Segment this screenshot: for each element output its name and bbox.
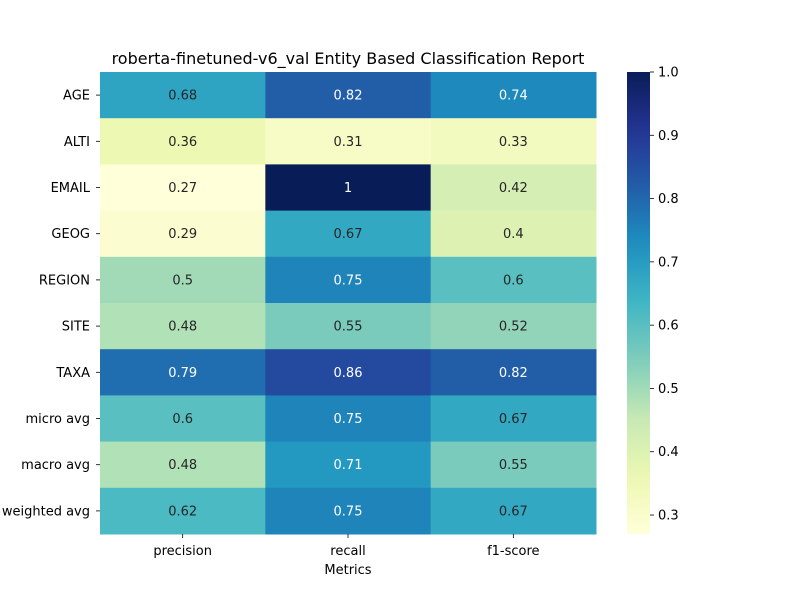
heatmap-cell: [265, 210, 432, 258]
row-label: macro avg: [21, 458, 90, 473]
cell-value-label: 0.48: [168, 320, 197, 335]
heatmap-cell: [430, 395, 597, 443]
column-tick-labels: precision recall f1-score: [153, 534, 540, 559]
cell-value-label: 0.75: [334, 412, 363, 427]
colorbar-tick-label: 1.0: [658, 66, 679, 81]
cell-value-label: 0.67: [499, 504, 528, 519]
heatmap-cell: [430, 441, 597, 489]
heatmap-cell: [430, 487, 597, 535]
cell-value-label: 0.68: [168, 89, 197, 104]
row-tick-labels: AGE ALTI EMAIL GEOG REGION SITE TAXA micro avg m…: [2, 89, 100, 519]
cell-value-label: 0.29: [168, 227, 197, 242]
heatmap-cell: [100, 72, 266, 119]
heatmap-cell: [430, 164, 597, 212]
row-label: micro avg: [26, 412, 90, 427]
row-label: ALTI: [64, 135, 90, 150]
heatmap-cell: [430, 72, 597, 119]
cell-value-label: 0.74: [499, 89, 528, 104]
heatmap-cell: [430, 349, 597, 396]
heatmap-cell: [265, 118, 432, 165]
cell-value-label: 0.75: [334, 273, 363, 288]
heatmap-cell: [100, 487, 266, 535]
colorbar: [627, 72, 650, 534]
row-label: GEOG: [51, 227, 90, 242]
column-label: precision: [153, 544, 212, 559]
heatmap-cell: [265, 256, 432, 304]
cell-value-label: 0.67: [334, 227, 363, 242]
x-axis-label: Metrics: [324, 563, 371, 578]
heatmap-cell: [430, 303, 597, 350]
column-label: f1-score: [487, 544, 539, 559]
heatmap-cell: [265, 164, 432, 212]
colorbar-tick-label: 0.3: [658, 509, 679, 524]
heatmap-cell: [100, 118, 266, 165]
heatmap-cell: [100, 164, 266, 212]
cell-value-label: 0.71: [334, 458, 363, 473]
cell-value-label: 0.27: [168, 181, 197, 196]
cell-value-label: 0.82: [499, 366, 528, 381]
colorbar-tick-label: 0.5: [658, 382, 679, 397]
heatmap-cell: [100, 441, 266, 489]
row-label: TAXA: [55, 366, 90, 381]
cell-value-label: 0.75: [334, 504, 363, 519]
row-label: EMAIL: [51, 181, 91, 196]
cell-value-label: 0.4: [503, 227, 524, 242]
cell-value-label: 0.55: [499, 458, 528, 473]
column-label: recall: [330, 544, 365, 559]
heatmap-cell: [265, 487, 432, 535]
cell-value-label: 0.52: [499, 320, 528, 335]
row-label: SITE: [62, 320, 90, 335]
heatmap-cell: [265, 349, 432, 396]
heatmap-cell: [265, 303, 432, 350]
cell-value-label: 0.42: [499, 181, 528, 196]
cell-value-label: 0.86: [334, 366, 363, 381]
cell-value-label: 0.55: [334, 320, 363, 335]
cell-value-label: 0.6: [503, 273, 524, 288]
row-label: AGE: [63, 89, 90, 104]
row-label: weighted avg: [2, 504, 90, 519]
colorbar-tick-label: 0.7: [658, 255, 679, 270]
chart-title: roberta-finetuned-v6_val Entity Based Cl…: [112, 49, 585, 69]
colorbar-tick-label: 0.9: [658, 129, 679, 144]
cell-value-label: 0.6: [172, 412, 193, 427]
cell-value-label: 0.5: [172, 273, 193, 288]
heatmap-cell: [430, 118, 597, 165]
colorbar-tick-label: 0.4: [658, 445, 679, 460]
cell-value-label: 0.33: [499, 135, 528, 150]
heatmap-cell: [430, 256, 597, 304]
colorbar-ticks: 0.3 0.4 0.5 0.6 0.7 0.8 0.9 1.0: [650, 66, 679, 524]
cell-value-label: 0.82: [334, 89, 363, 104]
cell-value-label: 0.31: [334, 135, 363, 150]
heatmap-cell: [100, 395, 266, 443]
cell-value-label: 0.36: [168, 135, 197, 150]
heatmap-cell: [100, 349, 266, 396]
colorbar-tick-label: 0.8: [658, 192, 679, 207]
heatmap-cell: [100, 210, 266, 258]
heatmap-cells: 0.68 0.82 0.74 0.36 0.31 0.33 0.27 1 0.42 0.29 0.6…: [100, 72, 597, 535]
cell-value-label: 0.79: [168, 366, 197, 381]
cell-value-label: 0.67: [499, 412, 528, 427]
cell-value-label: 1: [344, 181, 352, 196]
heatmap-cell: [430, 210, 597, 258]
heatmap-cell: [265, 72, 432, 119]
heatmap-cell: [100, 303, 266, 350]
cell-value-label: 0.48: [168, 458, 197, 473]
row-label: REGION: [39, 273, 90, 288]
heatmap-cell: [100, 256, 266, 304]
cell-value-label: 0.62: [168, 504, 197, 519]
heatmap-cell: [265, 441, 432, 489]
colorbar-tick-label: 0.6: [658, 319, 679, 334]
heatmap-cell: [265, 395, 432, 443]
